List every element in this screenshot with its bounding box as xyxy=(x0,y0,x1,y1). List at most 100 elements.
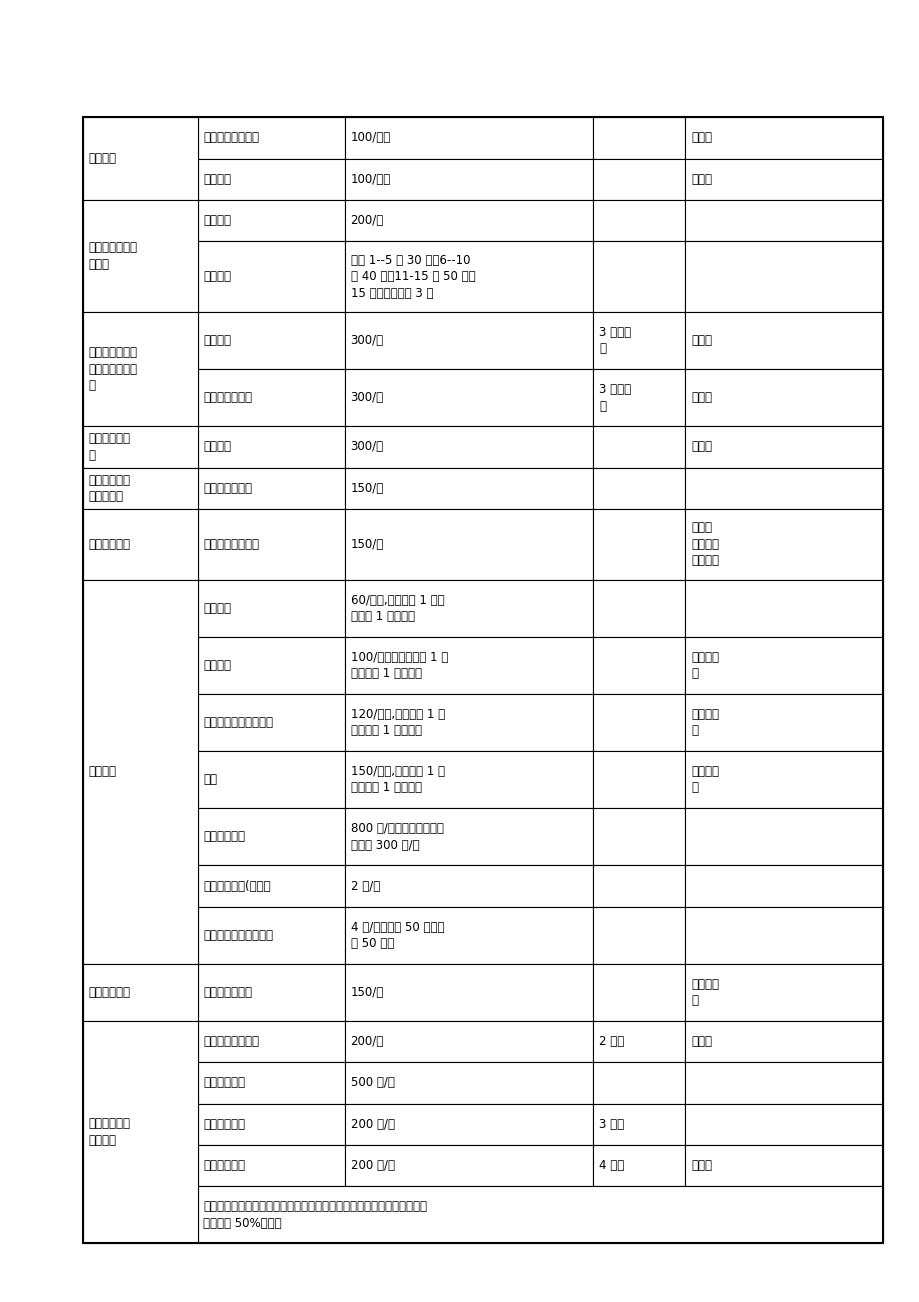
Bar xyxy=(685,370,882,426)
Bar xyxy=(198,866,345,906)
Bar xyxy=(345,1062,593,1104)
Text: 监考人员: 监考人员 xyxy=(203,659,231,672)
Text: 3 小时以
上: 3 小时以 上 xyxy=(598,326,630,355)
Bar xyxy=(345,509,593,579)
Text: 3 小时以
上: 3 小时以 上 xyxy=(598,383,630,413)
Bar xyxy=(198,1186,882,1243)
Text: 4 小时: 4 小时 xyxy=(598,1159,623,1172)
Bar xyxy=(593,312,685,370)
Bar xyxy=(685,241,882,312)
Bar xyxy=(83,201,198,312)
Text: 150/次: 150/次 xyxy=(350,538,383,551)
Bar xyxy=(198,1104,345,1144)
Bar xyxy=(198,1062,345,1104)
Text: 双休日: 双休日 xyxy=(690,1159,711,1172)
Text: 招生宣传补贴: 招生宣传补贴 xyxy=(88,986,130,999)
Text: 100/小时，每场不足 1 小
时的按照 1 小时计算: 100/小时，每场不足 1 小 时的按照 1 小时计算 xyxy=(350,651,448,680)
Bar xyxy=(593,1021,685,1062)
Text: 双休日: 双休日 xyxy=(690,132,711,145)
Bar xyxy=(345,637,593,694)
Bar xyxy=(593,637,685,694)
Bar xyxy=(83,426,198,467)
Bar xyxy=(198,637,345,694)
Text: 招生考试命题: 招生考试命题 xyxy=(203,831,245,844)
Bar xyxy=(593,579,685,637)
Bar xyxy=(83,117,882,1243)
Text: 学科竞赛改卷: 学科竞赛改卷 xyxy=(203,1118,245,1131)
Text: 工作人员: 工作人员 xyxy=(203,440,231,453)
Bar xyxy=(685,1104,882,1144)
Text: 60/小时,每场不足 1 小时
的按照 1 小时计算: 60/小时,每场不足 1 小时 的按照 1 小时计算 xyxy=(350,594,444,624)
Text: 后勤人员: 后勤人员 xyxy=(203,602,231,615)
Bar xyxy=(685,579,882,637)
Bar xyxy=(685,866,882,906)
Text: 300/场: 300/场 xyxy=(350,335,383,348)
Text: 招生宣传、录取: 招生宣传、录取 xyxy=(203,986,252,999)
Bar xyxy=(345,467,593,509)
Bar xyxy=(593,1104,685,1144)
Bar xyxy=(685,694,882,751)
Bar xyxy=(345,370,593,426)
Text: 双休日: 双休日 xyxy=(690,335,711,348)
Text: 300/场: 300/场 xyxy=(350,440,383,453)
Bar xyxy=(198,312,345,370)
Text: 招生考试: 招生考试 xyxy=(88,766,116,779)
Text: 试卷保密值班人员: 试卷保密值班人员 xyxy=(203,538,259,551)
Bar xyxy=(593,509,685,579)
Text: 考务、巡考人员: 考务、巡考人员 xyxy=(203,392,252,404)
Bar xyxy=(593,370,685,426)
Bar xyxy=(593,117,685,159)
Bar xyxy=(593,426,685,467)
Text: 双休日: 双休日 xyxy=(690,1035,711,1048)
Bar xyxy=(593,963,685,1021)
Bar xyxy=(685,426,882,467)
Bar xyxy=(345,1021,593,1062)
Text: 各级各类学科
竞赛考试: 各级各类学科 竞赛考试 xyxy=(88,1117,130,1147)
Text: 招生考试改卷（其他）: 招生考试改卷（其他） xyxy=(203,928,273,941)
Bar xyxy=(685,1062,882,1104)
Bar xyxy=(593,241,685,312)
Text: 学科竞赛命题: 学科竞赛命题 xyxy=(203,1077,245,1090)
Bar xyxy=(685,637,882,694)
Bar xyxy=(83,509,198,579)
Bar xyxy=(685,906,882,963)
Bar xyxy=(345,963,593,1021)
Bar xyxy=(685,1144,882,1186)
Text: 4 元/份，不足 50 份的，
以 50 份计: 4 元/份，不足 50 份的， 以 50 份计 xyxy=(350,921,444,950)
Bar xyxy=(685,159,882,201)
Bar xyxy=(198,809,345,866)
Bar xyxy=(198,201,345,241)
Bar xyxy=(345,312,593,370)
Bar xyxy=(685,809,882,866)
Bar xyxy=(83,467,198,509)
Text: 招生考试改卷(美术）: 招生考试改卷(美术） xyxy=(203,880,271,893)
Text: 2 小时: 2 小时 xyxy=(598,1035,623,1048)
Text: 200/份: 200/份 xyxy=(350,214,383,227)
Bar xyxy=(83,312,198,426)
Bar xyxy=(345,241,593,312)
Text: 保安、后勤人员: 保安、后勤人员 xyxy=(203,482,252,495)
Text: 双休日: 双休日 xyxy=(690,440,711,453)
Bar xyxy=(345,159,593,201)
Text: 巡考人员: 巡考人员 xyxy=(203,173,231,186)
Bar xyxy=(593,751,685,809)
Bar xyxy=(198,509,345,579)
Text: 学科竞赛监考人员: 学科竞赛监考人员 xyxy=(203,1035,259,1048)
Text: 等级考试试卷
押送、搬运: 等级考试试卷 押送、搬运 xyxy=(88,474,130,503)
Bar xyxy=(198,467,345,509)
Bar xyxy=(593,1144,685,1186)
Bar xyxy=(345,694,593,751)
Text: 150/天: 150/天 xyxy=(350,986,383,999)
Text: 课程考试: 课程考试 xyxy=(88,152,116,165)
Text: 双休日: 双休日 xyxy=(690,392,711,404)
Bar xyxy=(198,1021,345,1062)
Text: 双休、假
期: 双休、假 期 xyxy=(690,978,718,1008)
Bar xyxy=(198,241,345,312)
Text: 监考（机考）人员: 监考（机考）人员 xyxy=(203,132,259,145)
Bar xyxy=(198,694,345,751)
Bar xyxy=(593,694,685,751)
Text: 注：与企业联合承办的竞赛项目，有赞助经费的，评审劳务补贴费标准可
向上浮动 50%发放。: 注：与企业联合承办的竞赛项目，有赞助经费的，评审劳务补贴费标准可 向上浮动 50… xyxy=(203,1200,426,1229)
Bar xyxy=(685,1021,882,1062)
Bar xyxy=(593,467,685,509)
Bar xyxy=(345,866,593,906)
